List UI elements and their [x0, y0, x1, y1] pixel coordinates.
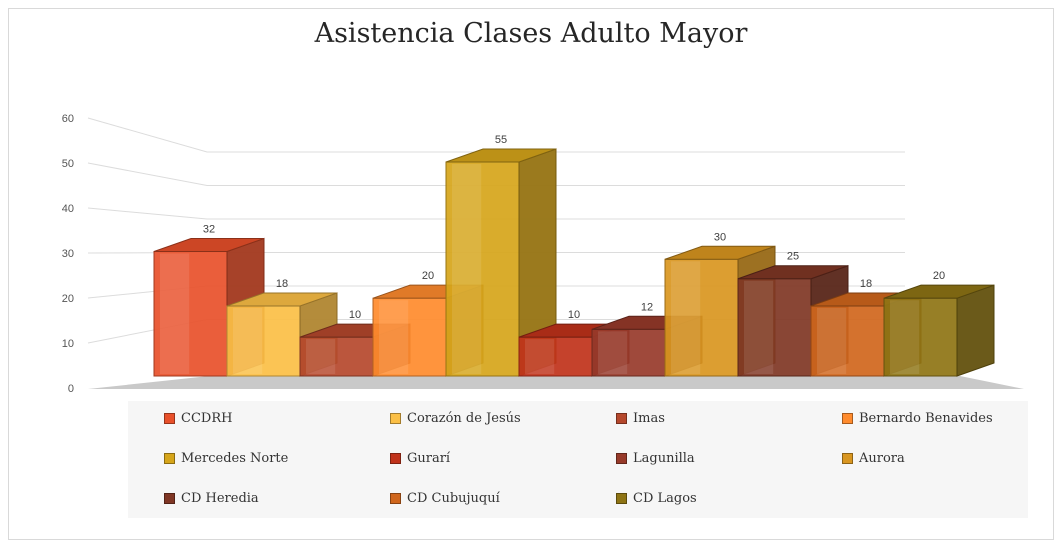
bar-highlight — [598, 331, 628, 374]
data-label: 18 — [860, 278, 872, 290]
legend-item: CD Heredia — [164, 491, 259, 506]
y-tick-label: 40 — [62, 203, 74, 215]
data-label: 20 — [422, 270, 434, 282]
legend-swatch — [164, 453, 175, 464]
legend-item: Gurarí — [390, 451, 450, 466]
legend-label: Corazón de Jesús — [407, 411, 521, 426]
y-tick-label: 20 — [62, 293, 74, 305]
bar-front — [518, 336, 593, 377]
bar-highlight — [160, 253, 190, 374]
chart-legend: CCDRH Corazón de Jesús Imas Bernardo Benavi… — [128, 401, 1028, 518]
bar-top — [445, 148, 557, 163]
bar-highlight — [233, 307, 263, 374]
legend-item: CCDRH — [164, 411, 232, 426]
bar-top — [883, 284, 995, 299]
bar-highlight — [306, 339, 336, 374]
gridline — [87, 117, 905, 153]
gridline — [87, 162, 905, 186]
legend-item: CD Cubujuquí — [390, 491, 500, 506]
y-tick-label: 50 — [62, 158, 74, 170]
y-tick-label: 0 — [68, 383, 74, 395]
legend-item: Bernardo Benavides — [842, 411, 993, 426]
bar-top — [737, 265, 849, 280]
bar-highlight — [525, 339, 555, 374]
bar-highlight — [671, 261, 701, 374]
bar-highlight — [817, 307, 847, 374]
bar-top — [664, 245, 776, 260]
data-label: 55 — [495, 134, 507, 146]
legend-item: Aurora — [842, 451, 905, 466]
legend-label: Lagunilla — [633, 451, 695, 466]
data-label: 20 — [933, 270, 945, 282]
bar-front — [883, 297, 958, 377]
bar-top — [226, 292, 338, 307]
bar-front — [226, 305, 301, 377]
y-tick-label: 60 — [62, 113, 74, 125]
bar: 32 — [153, 223, 265, 377]
data-label: 25 — [787, 251, 799, 263]
legend-swatch — [164, 493, 175, 504]
data-label: 10 — [349, 309, 361, 321]
bar-highlight — [452, 164, 482, 374]
legend-swatch — [164, 413, 175, 424]
data-label: 30 — [714, 231, 726, 243]
legend-label: CD Lagos — [633, 491, 697, 506]
bar-highlight — [744, 280, 774, 374]
legend-label: CCDRH — [181, 411, 233, 426]
legend-item: CD Lagos — [616, 491, 697, 506]
legend-swatch — [616, 453, 627, 464]
chart-floor — [88, 376, 1024, 389]
chart-title: Asistencia Clases Adulto Mayor — [314, 18, 748, 49]
legend-label: Gurarí — [407, 451, 451, 466]
legend-item: Corazón de Jesús — [390, 411, 521, 426]
legend-swatch — [390, 453, 401, 464]
bar: 55 — [445, 134, 557, 377]
bar: 20 — [883, 270, 995, 377]
bar-side — [956, 284, 995, 377]
bar-top — [153, 237, 265, 252]
bar-highlight — [890, 300, 920, 374]
bar-front — [810, 305, 885, 377]
legend-item: Lagunilla — [616, 451, 695, 466]
legend-swatch — [616, 413, 627, 424]
legend-swatch — [616, 493, 627, 504]
bar-highlight — [379, 300, 409, 374]
legend-label: CD Cubujuquí — [407, 491, 500, 506]
data-label: 18 — [276, 278, 288, 290]
bar-front — [664, 258, 739, 377]
gridline — [87, 207, 905, 220]
legend-swatch — [842, 413, 853, 424]
data-label: 10 — [568, 309, 580, 321]
legend-swatch — [390, 413, 401, 424]
legend-swatch — [390, 493, 401, 504]
legend-label: Aurora — [859, 451, 905, 466]
legend-item: Imas — [616, 411, 665, 426]
legend-swatch — [842, 453, 853, 464]
data-label: 32 — [203, 223, 215, 235]
y-tick-label: 30 — [62, 248, 74, 260]
legend-label: CD Heredia — [181, 491, 259, 506]
data-label: 12 — [641, 301, 653, 313]
legend-label: Mercedes Norte — [181, 451, 289, 466]
legend-label: Imas — [633, 411, 665, 426]
y-tick-label: 10 — [62, 338, 74, 350]
legend-label: Bernardo Benavides — [859, 411, 993, 426]
legend-item: Mercedes Norte — [164, 451, 288, 466]
